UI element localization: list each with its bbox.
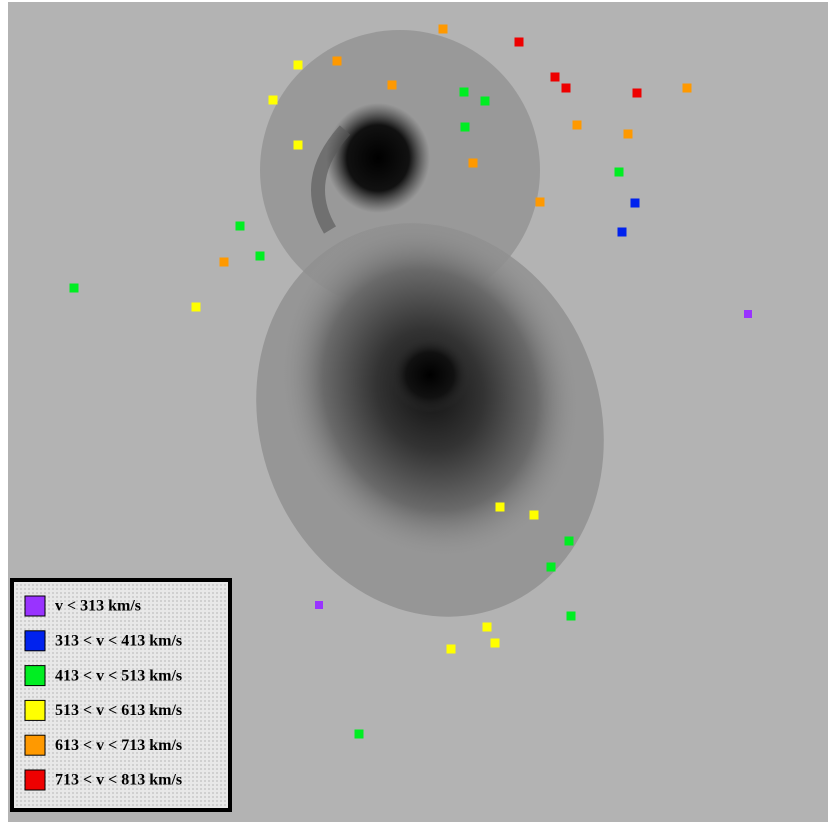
source-marker: [490, 638, 500, 648]
source-marker: [564, 536, 574, 546]
legend-label: 413 < v < 513 km/s: [55, 667, 182, 684]
source-marker: [617, 227, 627, 237]
source-marker: [495, 502, 505, 512]
source-marker: [482, 622, 492, 632]
source-marker: [614, 167, 624, 177]
source-marker: [623, 129, 633, 139]
legend-label: 613 < v < 713 km/s: [55, 737, 182, 754]
source-marker: [446, 644, 456, 654]
legend: v < 313 km/s 313 < v < 413 km/s 413 < v < …: [10, 578, 232, 812]
source-marker: [744, 310, 752, 318]
legend-swatch: [24, 665, 46, 687]
legend-label: 513 < v < 613 km/s: [55, 702, 182, 719]
legend-label: v < 313 km/s: [55, 598, 141, 615]
source-marker: [529, 510, 539, 520]
source-marker: [561, 83, 571, 93]
source-marker: [459, 87, 469, 97]
legend-swatch: [24, 595, 46, 617]
legend-label: 313 < v < 413 km/s: [55, 632, 182, 649]
source-marker: [566, 611, 576, 621]
source-marker: [235, 221, 245, 231]
source-marker: [632, 88, 642, 98]
source-marker: [460, 122, 470, 132]
main-core: [390, 337, 470, 413]
source-marker: [191, 302, 201, 312]
source-marker: [468, 158, 478, 168]
legend-swatch: [24, 699, 46, 721]
source-marker: [69, 283, 79, 293]
legend-swatch: [24, 630, 46, 652]
source-marker: [268, 95, 278, 105]
source-marker: [630, 198, 640, 208]
galaxy: [256, 30, 604, 617]
source-marker: [514, 37, 524, 47]
source-marker: [550, 72, 560, 82]
source-marker: [535, 197, 545, 207]
source-marker: [682, 83, 692, 93]
source-marker: [387, 80, 397, 90]
legend-items: v < 313 km/s 313 < v < 413 km/s 413 < v < …: [24, 595, 182, 791]
legend-swatch: [24, 769, 46, 791]
source-marker: [480, 96, 490, 106]
source-marker: [255, 251, 265, 261]
source-marker: [293, 60, 303, 70]
companion-galaxy: [326, 103, 430, 213]
source-marker: [438, 24, 448, 34]
source-marker: [219, 257, 229, 267]
source-marker: [332, 56, 342, 66]
legend-swatch: [24, 734, 46, 756]
source-marker: [546, 562, 556, 572]
legend-box: [10, 578, 232, 812]
source-marker: [572, 120, 582, 130]
markers: [69, 24, 752, 739]
tidal-arm: [311, 125, 351, 234]
source-marker: [354, 729, 364, 739]
source-marker: [315, 601, 323, 609]
legend-label: 713 < v < 813 km/s: [55, 772, 182, 789]
source-marker: [293, 140, 303, 150]
